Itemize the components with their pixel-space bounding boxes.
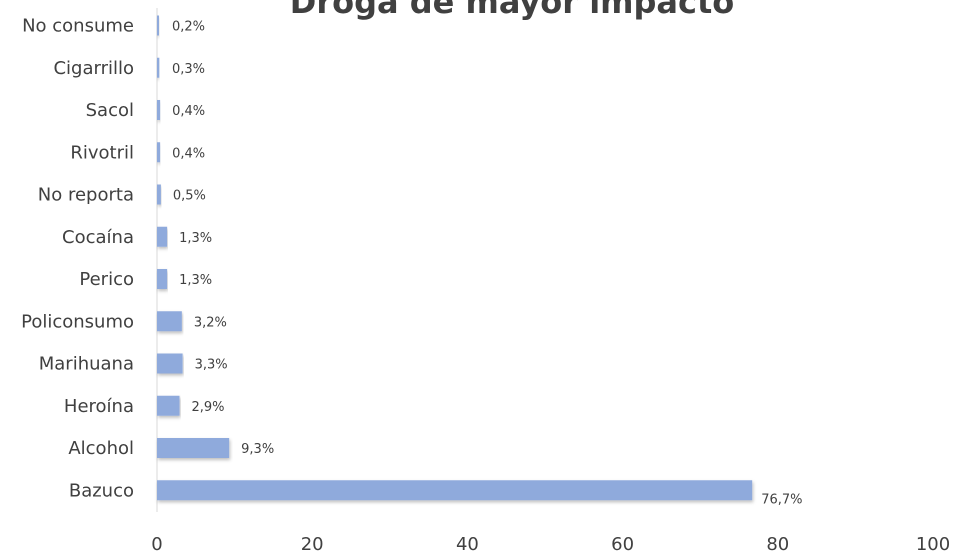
- category-labels-group: No consume Cigarrillo Sacol Rivotril No repo…: [21, 16, 134, 502]
- bar-cigarrillo: [157, 57, 160, 78]
- category-label: Alcohol: [68, 438, 134, 459]
- data-label: 1,3%: [179, 273, 212, 288]
- x-tick-label: 20: [301, 534, 324, 555]
- category-label: No consume: [22, 16, 134, 37]
- data-label: 1,3%: [179, 231, 212, 246]
- x-tick-label: 100: [916, 534, 950, 555]
- bar-coca-na: [157, 226, 168, 247]
- bar-no-consume: [157, 15, 159, 36]
- category-label: Sacol: [86, 100, 134, 121]
- category-label: Bazuco: [69, 480, 134, 501]
- data-label: 0,3%: [172, 62, 205, 77]
- value-labels-group: 0,2% 0,3% 0,4% 0,4% 0,5% 1,3% 1,3% 3,2% 3,3% 2,9%…: [172, 20, 803, 508]
- category-label: Cigarrillo: [53, 58, 134, 79]
- bars-group: [157, 15, 753, 501]
- category-label: Cocaína: [62, 227, 134, 248]
- bar-sacol: [157, 100, 161, 120]
- data-label: 3,3%: [195, 358, 228, 373]
- x-tick-label: 60: [611, 534, 634, 555]
- x-tick-label: 80: [766, 534, 789, 555]
- bar-rivotril: [157, 142, 161, 163]
- data-label: 2,9%: [192, 400, 225, 415]
- category-label: Policonsumo: [21, 311, 134, 332]
- category-label: No reporta: [38, 185, 134, 206]
- data-label: 76,7%: [761, 492, 802, 507]
- data-label: 0,2%: [172, 20, 205, 35]
- bar-alcohol: [157, 438, 230, 458]
- category-label: Heroína: [64, 396, 134, 417]
- data-label: 0,5%: [173, 189, 206, 204]
- data-label: 0,4%: [172, 146, 205, 161]
- x-tick-labels-group: 0 20 40 60 80 100: [151, 534, 950, 555]
- data-label: 3,2%: [194, 315, 227, 330]
- x-tick-label: 0: [151, 534, 162, 555]
- x-tick-label: 40: [456, 534, 479, 555]
- bar-perico: [157, 269, 168, 289]
- category-label: Perico: [79, 269, 134, 290]
- bar-no-reporta: [157, 184, 161, 205]
- data-label: 9,3%: [241, 442, 274, 457]
- bar-marihuana: [157, 353, 183, 374]
- category-label: Rivotril: [70, 142, 134, 163]
- bar-policonsumo: [157, 311, 182, 332]
- category-label: Marihuana: [39, 354, 134, 375]
- bar-bazuco: [157, 480, 753, 501]
- chart-title: Droga de mayor impacto: [290, 0, 735, 21]
- bar-hero-na: [157, 395, 180, 416]
- data-label: 0,4%: [172, 104, 205, 119]
